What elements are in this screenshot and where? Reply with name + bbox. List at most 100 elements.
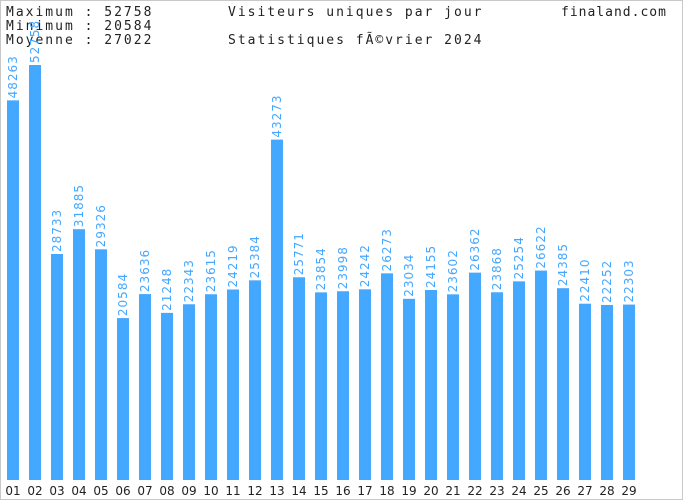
bar-04: [73, 229, 85, 480]
bar-value-label: 23868: [490, 247, 504, 290]
x-tick-label: 26: [555, 484, 570, 498]
x-tick-label: 27: [577, 484, 592, 498]
x-tick-label: 09: [181, 484, 196, 498]
x-tick-label: 13: [269, 484, 284, 498]
bar-value-label: 25254: [512, 236, 526, 279]
bar-08: [161, 312, 173, 480]
x-tick-label: 05: [93, 484, 108, 498]
bar-value-label: 25384: [248, 235, 262, 278]
bar-21: [447, 294, 459, 480]
stat-max-value: 52758: [104, 5, 154, 20]
bar-value-label: 23615: [204, 249, 218, 292]
bar-value-label: 26273: [380, 228, 394, 271]
bar-value-label: 20584: [116, 273, 130, 316]
x-tick-label: 07: [137, 484, 152, 498]
stat-avg-row: Moyenne : 27022: [6, 33, 153, 48]
bar-09: [183, 304, 195, 480]
bar-value-label: 23636: [138, 249, 152, 292]
bar-value-label: 23998: [336, 246, 350, 289]
x-tick-label: 08: [159, 484, 174, 498]
x-tick-label: 28: [599, 484, 614, 498]
bar-value-label: 22303: [622, 259, 636, 302]
bar-02: [29, 65, 41, 480]
bar-23: [491, 292, 503, 480]
bar-10: [205, 294, 217, 480]
x-tick-label: 01: [5, 484, 20, 498]
bar-12: [249, 280, 261, 480]
x-tick-label: 22: [467, 484, 482, 498]
bar-value-label: 24385: [556, 243, 570, 286]
x-tick-label: 18: [379, 484, 394, 498]
stat-separator: :: [84, 5, 95, 20]
chart-title: Visiteurs uniques par jour: [228, 5, 484, 20]
bar-24: [513, 281, 525, 480]
stat-avg-value: 27022: [104, 33, 154, 48]
bar-07: [139, 294, 151, 480]
bar-20: [425, 289, 437, 480]
bar-18: [381, 273, 393, 480]
bar-26: [557, 288, 569, 480]
x-tick-label: 02: [27, 484, 42, 498]
bar-13: [271, 139, 283, 480]
bar-value-label: 31885: [72, 184, 86, 227]
bar-value-label: 26362: [468, 227, 482, 270]
bar-value-label: 24219: [226, 244, 240, 287]
x-tick-label: 16: [335, 484, 350, 498]
x-tick-label: 21: [445, 484, 460, 498]
bar-29: [623, 304, 635, 480]
x-tick-label: 24: [511, 484, 526, 498]
bar-19: [403, 298, 415, 480]
x-tick-label: 29: [621, 484, 636, 498]
stat-max-row: Maximum : 52758: [6, 5, 153, 20]
bar-value-label: 29326: [94, 204, 108, 247]
bar-16: [337, 291, 349, 480]
x-tick-label: 19: [401, 484, 416, 498]
x-tick-label: 15: [313, 484, 328, 498]
x-tick-label: 10: [203, 484, 218, 498]
bar-value-label: 52758: [28, 20, 42, 63]
bar-value-label: 25771: [292, 232, 306, 275]
stat-avg-label: Moyenne: [6, 33, 75, 48]
stat-separator: :: [84, 33, 95, 48]
stat-min-value: 20584: [104, 19, 154, 34]
bar-17: [359, 289, 371, 480]
bar-value-label: 21248: [160, 268, 174, 311]
stat-min-row: Minimum : 20584: [6, 19, 153, 34]
bar-22: [469, 272, 481, 480]
bar-27: [579, 303, 591, 480]
site-name: finaland.com: [561, 5, 667, 20]
bar-value-label: 23034: [402, 254, 416, 297]
bar-value-label: 24242: [358, 244, 372, 287]
bar-25: [535, 270, 547, 480]
bar-value-label: 22252: [600, 260, 614, 303]
bar-06: [117, 318, 129, 480]
x-tick-label: 04: [71, 484, 86, 498]
bar-15: [315, 292, 327, 480]
bar-01: [7, 100, 19, 480]
x-tick-label: 14: [291, 484, 306, 498]
bar-value-label: 43273: [270, 94, 284, 137]
stat-min-label: Minimum: [6, 19, 75, 34]
x-tick-label: 11: [225, 484, 240, 498]
bar-value-label: 24155: [424, 245, 438, 288]
bar-value-label: 48263: [6, 55, 20, 98]
stat-separator: :: [84, 19, 95, 34]
bar-28: [601, 304, 613, 480]
x-tick-label: 12: [247, 484, 262, 498]
bar-value-label: 22343: [182, 259, 196, 302]
x-tick-label: 25: [533, 484, 548, 498]
bar-value-label: 26622: [534, 225, 548, 268]
x-tick-label: 20: [423, 484, 438, 498]
x-tick-label: 06: [115, 484, 130, 498]
x-tick-label: 23: [489, 484, 504, 498]
bar-value-label: 23602: [446, 249, 460, 292]
x-tick-label: 17: [357, 484, 372, 498]
bar-03: [51, 253, 63, 480]
bar-value-label: 28733: [50, 209, 64, 252]
bar-value-label: 23854: [314, 247, 328, 290]
chart-subtitle: Statistiques fÃ©vrier 2024: [228, 33, 484, 48]
bar-value-label: 22410: [578, 259, 592, 302]
stat-max-label: Maximum: [6, 5, 75, 20]
